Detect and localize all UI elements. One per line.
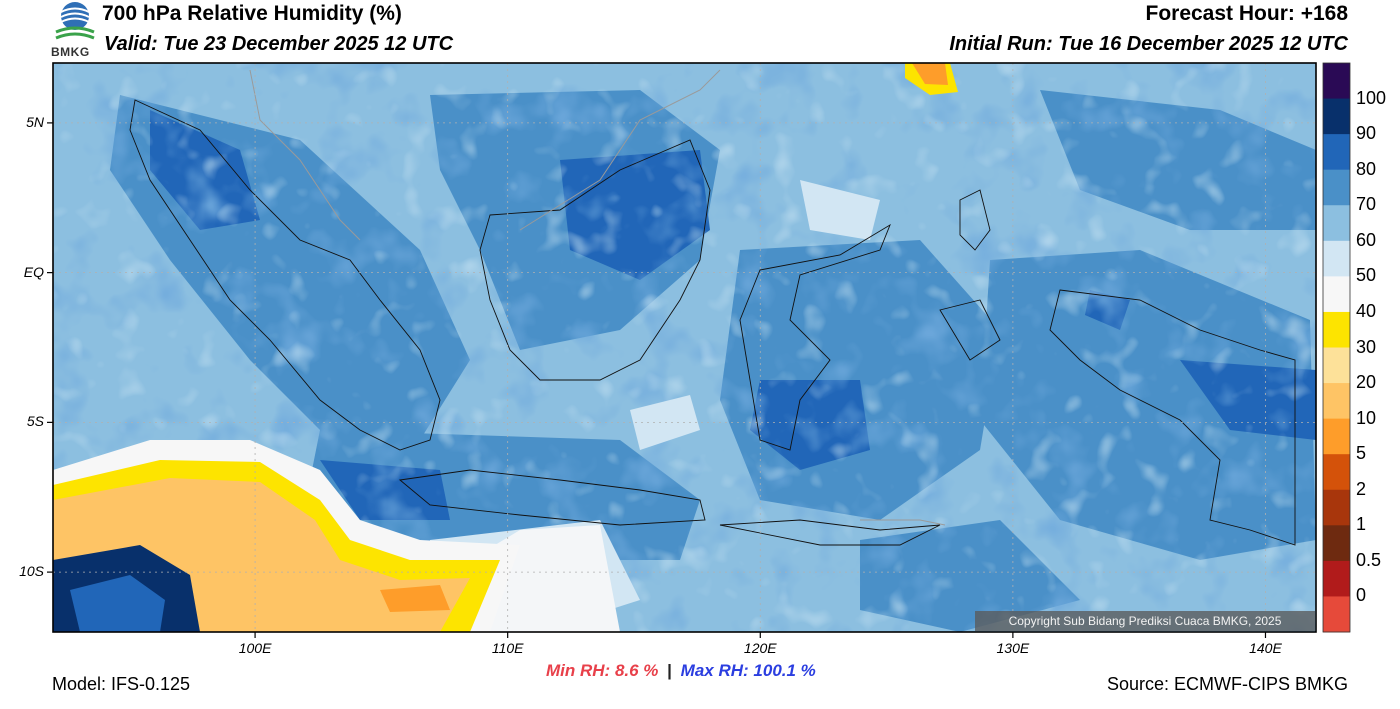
lon-tick-label: 140E: [1249, 640, 1282, 656]
colorbar-label: 40: [1356, 300, 1377, 321]
coast-sulawesi: [739, 223, 891, 451]
coast-java: [398, 469, 706, 526]
logo-text: BMKG: [51, 45, 90, 59]
colorbar-label: 20: [1356, 372, 1377, 393]
lon-tick-label: 110E: [491, 640, 524, 656]
colorbar-border: [1322, 62, 1351, 633]
source-label: Source: ECMWF-CIPS BMKG: [1106, 674, 1348, 694]
colorbar-segment: [1323, 560, 1350, 597]
colorbar-label: 60: [1356, 229, 1377, 250]
colorbar-label: 1: [1356, 514, 1367, 535]
min-rh-value: 8.6 %: [614, 661, 659, 680]
lon-tick-label: 100E: [238, 640, 272, 656]
border-borneo: [519, 69, 721, 231]
rh-stats: Min RH: 8.6 % | Max RH: 100.1 %: [546, 661, 816, 681]
colorbar-label: 10: [1356, 407, 1377, 428]
lat-tick-label: EQ: [23, 263, 44, 280]
colorbar-segment: [1323, 596, 1350, 633]
lat-tick-label: 5S: [26, 413, 44, 430]
border-timor: [860, 519, 946, 526]
map-border: [52, 62, 1317, 633]
axis-ticks: [47, 122, 1267, 638]
coast-halmahera: [939, 299, 1001, 361]
colorbar-label: 5: [1356, 443, 1367, 464]
colorbar-segment: [1323, 383, 1350, 420]
colorbar-label: 50: [1356, 265, 1377, 286]
coast-sumatra: [129, 99, 441, 451]
colorbar-label: 0.5: [1356, 549, 1382, 570]
colorbar-label: 70: [1356, 194, 1377, 215]
colorbar-segment: [1323, 134, 1350, 171]
copyright-note: Copyright Sub Bidang Prediksi Cuaca BMKG…: [975, 611, 1315, 631]
lat-tick-label: 10S: [19, 563, 44, 580]
colorbar-segment: [1323, 525, 1350, 562]
colorbar-segment: [1323, 205, 1350, 242]
rh-separator: |: [667, 661, 672, 680]
map-frame: [53, 63, 1316, 632]
max-rh: Max RH: 100.1 %: [680, 661, 816, 680]
colorbar-segment: [1323, 169, 1350, 206]
colorbar-label: 80: [1356, 158, 1377, 179]
colorbar-label: 30: [1356, 336, 1377, 357]
lon-tick-label: 120E: [743, 640, 777, 656]
colorbar-segment: [1323, 311, 1350, 348]
valid-time: Valid: Tue 23 December 2025 12 UTC: [104, 33, 454, 55]
gridlines: [53, 63, 1316, 632]
colorbar-label: 100: [1356, 87, 1387, 108]
lat-tick-label: 5N: [26, 113, 44, 130]
colorbar-label: 2: [1356, 478, 1367, 499]
colorbar-label: 90: [1356, 123, 1377, 144]
dry-intrusion: [53, 440, 520, 632]
colorbar-segment: [1323, 454, 1350, 491]
model-label: Model: IFS-0.125: [52, 674, 191, 694]
colorbar-segment: [1323, 98, 1350, 135]
colorbar-segment: [1323, 63, 1350, 100]
colorbar-segment: [1323, 240, 1350, 277]
coast-borneo: [479, 139, 711, 381]
initial-run: Initial Run: Tue 16 December 2025 12 UTC: [949, 33, 1348, 55]
min-rh-label: Min RH:: [546, 661, 611, 680]
lon-tick-label: 130E: [996, 640, 1030, 656]
colorbar: [1322, 62, 1351, 633]
dry-spot-north-core: [912, 63, 948, 85]
colorbar-segment: [1323, 489, 1350, 526]
borders: [249, 69, 946, 526]
coast-nusa-tenggara: [719, 519, 941, 546]
coastlines: [129, 99, 1296, 546]
coast-mindanao: [959, 189, 991, 251]
coast-papua: [1049, 289, 1296, 546]
border-peninsula: [249, 69, 361, 241]
colorbar-segment: [1323, 418, 1350, 455]
bmkg-logo: [55, 2, 95, 40]
chart-title: 700 hPa Relative Humidity (%): [102, 2, 402, 25]
colorbar-segment: [1323, 347, 1350, 384]
colorbar-label: 0: [1356, 585, 1367, 606]
colorbar-segment: [1323, 276, 1350, 313]
forecast-hour: Forecast Hour: +168: [1145, 2, 1349, 25]
